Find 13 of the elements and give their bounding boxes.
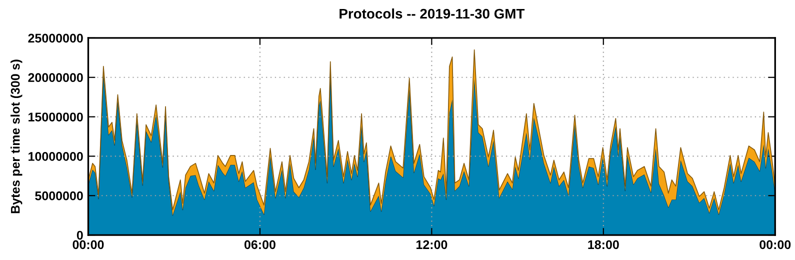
x-tick-label: 18:00 xyxy=(588,240,619,250)
y-axis-title: Bytes per time slot (300 s) xyxy=(10,60,22,214)
y-tick-label: 10000000 xyxy=(28,152,83,161)
y-tick-label: 15000000 xyxy=(28,112,83,122)
y-tick-label: 5000000 xyxy=(35,191,83,200)
x-tick-label: 12:00 xyxy=(416,240,448,250)
y-tick-label: 25000000 xyxy=(28,34,83,43)
x-tick-label: 00:00 xyxy=(72,240,104,250)
chart-title: Protocols -- 2019-11-30 GMT xyxy=(340,8,525,19)
x-tick-label: 06:00 xyxy=(244,240,276,250)
x-tick-label: 00:00 xyxy=(760,240,791,250)
y-tick-label: 20000000 xyxy=(28,73,83,82)
y-tick-label: 0 xyxy=(76,230,83,240)
